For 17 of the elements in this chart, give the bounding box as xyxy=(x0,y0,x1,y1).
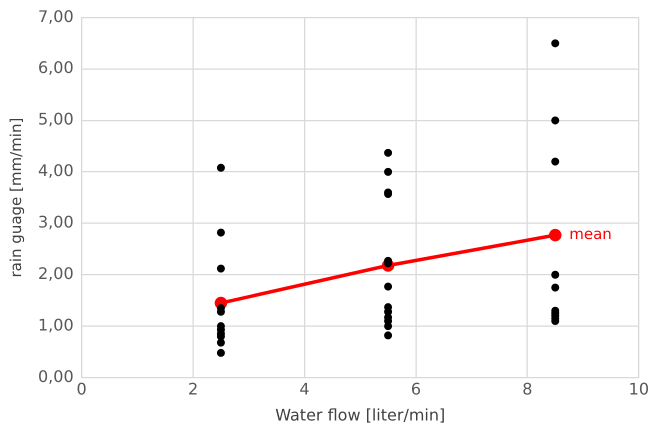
y-tick-label: 2,00 xyxy=(38,264,74,283)
y-axis-title: rain guage [mm/min] xyxy=(6,118,25,278)
y-tick-label: 3,00 xyxy=(38,212,74,232)
x-tick-label: 4 xyxy=(299,379,310,398)
series-label: mean xyxy=(569,225,612,244)
y-tick-label: 0,00 xyxy=(38,366,74,386)
y-tick-label: 7,00 xyxy=(38,6,74,26)
x-tick-label: 8 xyxy=(522,379,532,398)
y-tick-label: 4,00 xyxy=(38,161,74,180)
x-tick-label: 2 xyxy=(188,379,198,398)
x-tick-label: 10 xyxy=(628,379,649,398)
x-tick-label: 6 xyxy=(410,379,422,398)
y-tick-label: 5,00 xyxy=(38,110,74,129)
y-tick-label: 1,00 xyxy=(38,315,74,334)
x-axis-title: Water flow [liter/min] xyxy=(275,406,446,425)
x-tick-label: 0 xyxy=(76,379,87,398)
y-tick-label: 6,00 xyxy=(38,58,74,78)
